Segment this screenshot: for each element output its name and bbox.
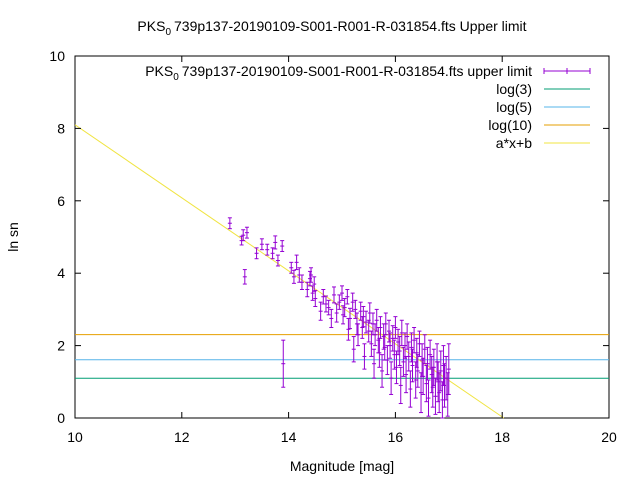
data-point <box>259 238 264 251</box>
data-point <box>393 316 398 339</box>
data-point <box>405 323 410 350</box>
data-point <box>275 254 280 267</box>
data-point <box>291 269 296 284</box>
data-point <box>380 354 385 388</box>
data-point <box>242 269 247 285</box>
y-tick-label: 2 <box>57 338 65 354</box>
x-tick-label: 12 <box>174 429 190 445</box>
x-tick-label: 10 <box>67 429 83 445</box>
data-point <box>414 337 419 368</box>
data-point <box>345 288 350 305</box>
data-point <box>318 301 323 321</box>
chart-title-sub: 0 <box>165 27 171 38</box>
data-point <box>270 247 275 260</box>
x-tick-label: 14 <box>281 429 297 445</box>
data-point <box>294 254 299 271</box>
x-axis-label: Magnitude [mag] <box>290 458 394 474</box>
data-point <box>372 348 377 379</box>
data-point <box>342 298 347 318</box>
data-point <box>334 303 339 323</box>
data-point <box>392 339 397 370</box>
x-tick-label: 20 <box>601 429 617 445</box>
data-point <box>309 267 314 283</box>
data-point <box>446 343 451 395</box>
y-tick-labels: 0 2 4 6 8 10 <box>49 48 65 426</box>
data-point <box>364 310 369 334</box>
data-point <box>265 243 270 256</box>
data-point <box>385 345 390 376</box>
legend-label-fit: a*x+b <box>496 135 532 151</box>
chart-title-pre: PKS <box>137 18 165 34</box>
data-point <box>348 307 353 330</box>
data-point <box>351 336 356 363</box>
x-tick-labels: 10 12 14 16 18 20 <box>67 429 617 445</box>
chart-title: PKS0 739p137-20190109-S001-R001-R-031854.… <box>137 18 526 38</box>
data-point <box>404 355 409 394</box>
data-point <box>419 372 424 414</box>
legend-label-upper-limit: PKS0 739p137-20190109-S001-R001-R-031854.… <box>145 63 532 83</box>
data-point <box>337 294 342 310</box>
reference-lines <box>75 334 609 379</box>
legend-label-log10: log(10) <box>488 117 532 133</box>
legend-label-sub: 0 <box>173 72 179 83</box>
data-point <box>350 292 355 312</box>
data-point <box>409 332 414 363</box>
data-point <box>241 229 246 242</box>
data-point <box>415 354 420 388</box>
data-point <box>244 226 249 239</box>
data-point <box>362 343 367 370</box>
chart-title-post: 739p137-20190109-S001-R001-R-031854.fts … <box>174 18 527 34</box>
legend-label-post: 739p137-20190109-S001-R001-R-031854.fts … <box>182 63 532 79</box>
legend-label-pre: PKS <box>145 63 173 79</box>
data-point <box>305 281 310 298</box>
data-point <box>280 240 285 252</box>
plot-frame <box>74 55 610 419</box>
data-point <box>383 312 388 336</box>
data-point <box>394 350 399 385</box>
data-point <box>281 339 286 388</box>
data-point <box>378 316 383 339</box>
data-point <box>389 361 394 395</box>
data-point <box>426 379 431 417</box>
legend-label-log3: log(3) <box>496 81 532 97</box>
data-point <box>329 308 334 328</box>
legend-label-log5: log(5) <box>496 99 532 115</box>
y-tick-label: 8 <box>57 120 65 136</box>
data-point <box>397 336 402 367</box>
data-point <box>323 295 328 313</box>
data-point <box>388 332 393 359</box>
y-tick-label: 0 <box>57 410 65 426</box>
y-tick-label: 4 <box>57 265 65 281</box>
data-points <box>227 217 451 419</box>
data-point <box>254 247 259 260</box>
y-tick-label: 6 <box>57 193 65 209</box>
data-point <box>313 290 318 308</box>
legend: PKS0 739p137-20190109-S001-R001-R-031854.… <box>145 63 591 151</box>
axis-ticks <box>74 55 610 419</box>
data-point <box>310 285 315 301</box>
data-point <box>438 350 443 392</box>
legend-key-upper <box>543 68 591 74</box>
legend-keys <box>543 68 591 144</box>
y-tick-label: 10 <box>49 48 65 64</box>
x-tick-label: 18 <box>494 429 510 445</box>
data-point <box>227 217 232 230</box>
data-point <box>356 323 361 347</box>
data-point <box>326 299 331 316</box>
y-axis-label: ln sn <box>5 222 21 252</box>
data-point <box>299 274 304 290</box>
data-point <box>273 235 278 250</box>
data-point <box>361 306 366 328</box>
data-point <box>340 285 344 301</box>
x-tick-label: 16 <box>388 429 404 445</box>
data-point <box>398 366 403 405</box>
data-point <box>413 361 418 399</box>
data-point <box>408 370 413 408</box>
data-point <box>424 365 429 403</box>
data-point <box>331 286 336 304</box>
data-point <box>289 261 294 274</box>
